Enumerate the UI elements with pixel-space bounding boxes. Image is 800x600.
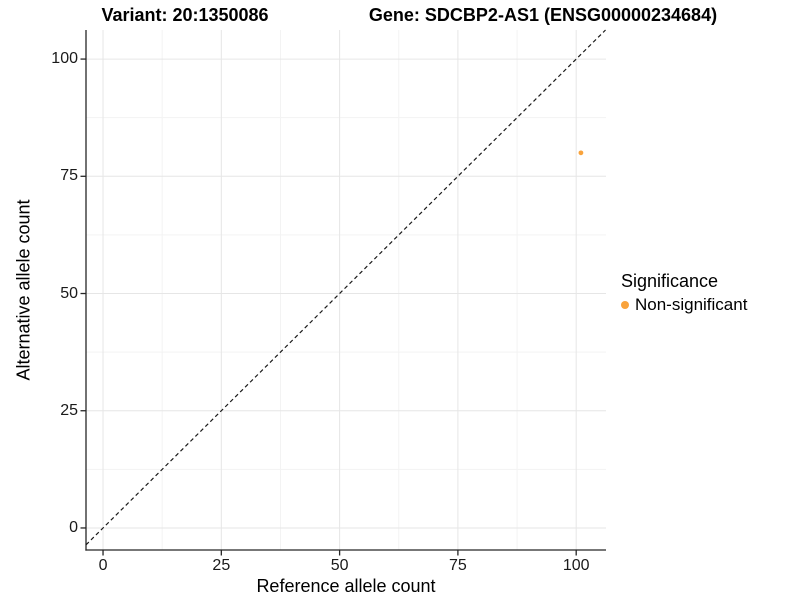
y-axis-title: Alternative allele count — [13, 199, 34, 381]
identity-dashed-line — [85, 29, 606, 546]
x-axis-title: Reference allele count — [256, 576, 436, 596]
y-tick-label: 75 — [60, 167, 78, 185]
gene-title: Gene: SDCBP2-AS1 (ENSG00000234684) — [368, 5, 718, 25]
legend-point-icon — [621, 301, 629, 309]
legend-title: Significance — [621, 271, 719, 291]
legend-item-label: Non-significant — [635, 295, 748, 314]
x-tick-label: 50 — [330, 557, 349, 574]
legend-item-non-significant: Non-significant — [621, 295, 747, 315]
y-tick-label: 50 — [60, 284, 78, 302]
y-tick-label: 100 — [51, 50, 78, 68]
x-tick-label: 25 — [212, 557, 231, 574]
data-point — [578, 150, 584, 156]
x-tick-label: 75 — [448, 557, 467, 574]
legend: Significance Non-significant — [621, 271, 747, 315]
x-tick-label: 100 — [562, 557, 590, 574]
y-tick-label: 0 — [69, 518, 78, 536]
y-tick-label: 25 — [60, 401, 78, 419]
variant-title: Variant: 20:1350086 — [101, 5, 269, 25]
x-tick-label: 0 — [98, 557, 108, 574]
